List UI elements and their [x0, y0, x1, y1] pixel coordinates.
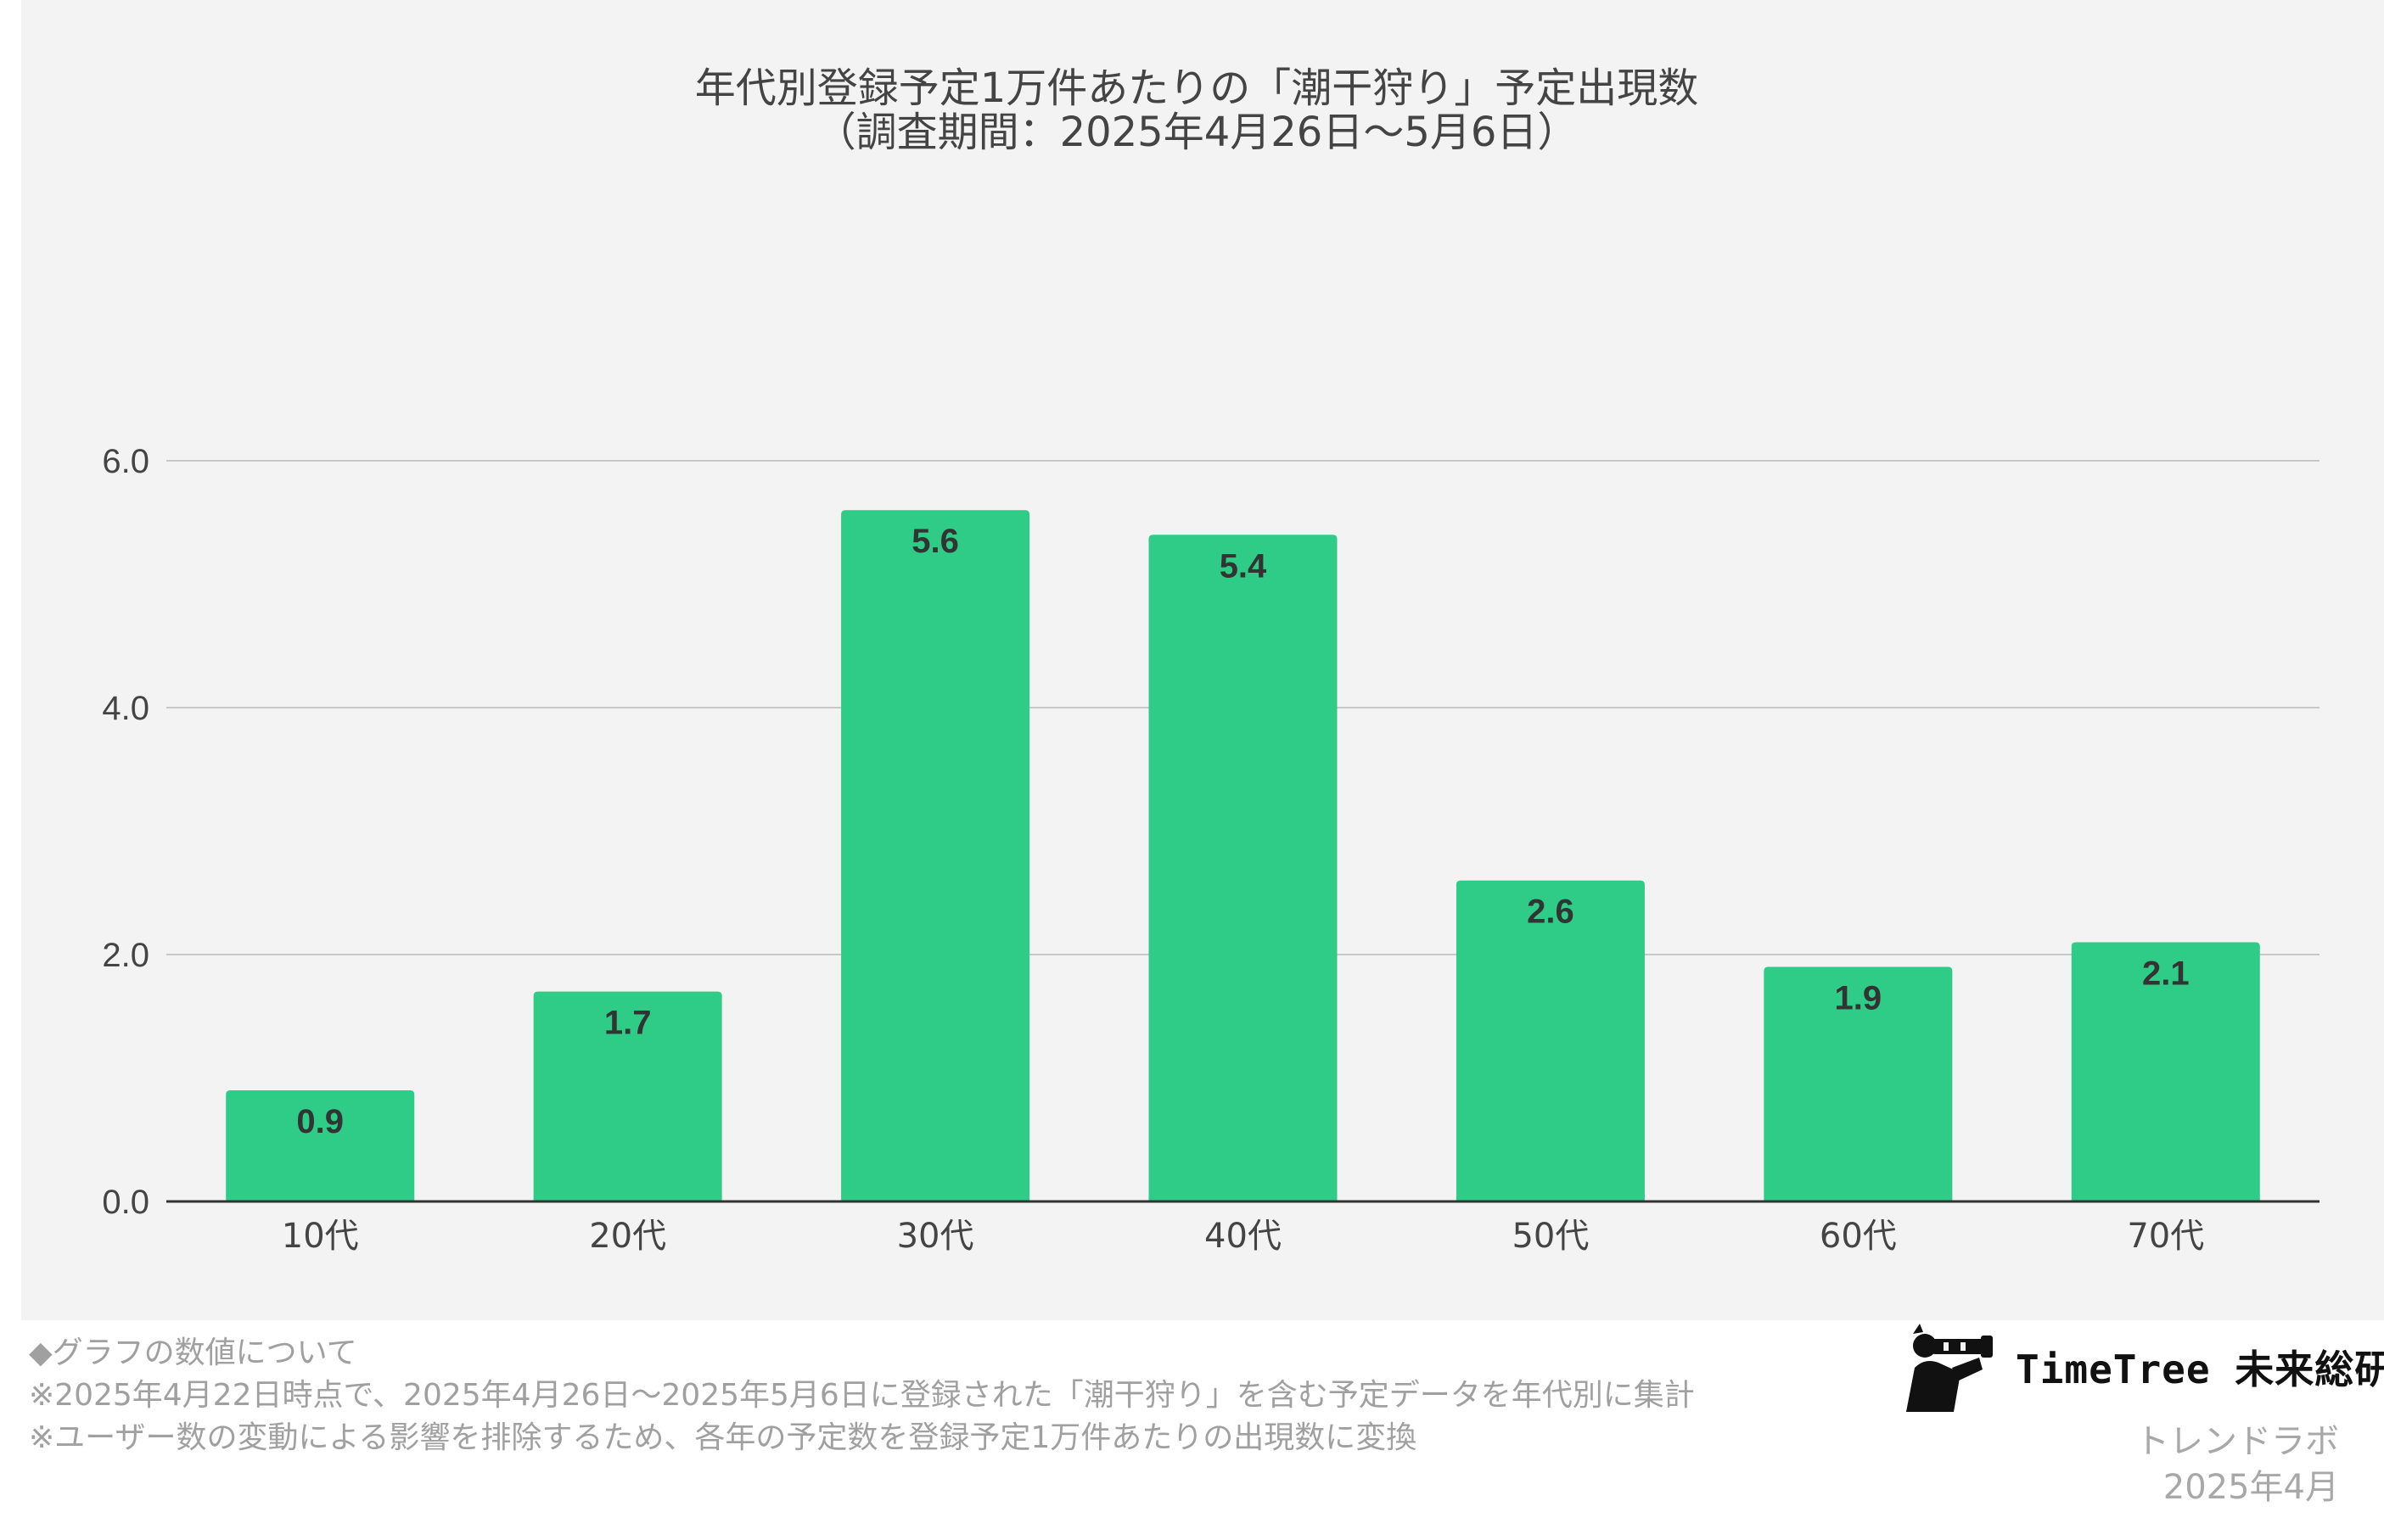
notes-line-2: ※ユーザー数の変動による影響を排除するため、各年の予定数を登録予定1万件あたりの… [29, 1420, 1417, 1455]
x-category-label: 40代 [1204, 1217, 1282, 1256]
x-category-label: 20代 [589, 1217, 666, 1256]
chart-subtitle: （調査期間：2025年4月26日～5月6日） [816, 109, 1579, 156]
bar-data-label: 5.4 [1220, 547, 1267, 585]
bar [226, 1090, 415, 1201]
bar [1764, 966, 1953, 1201]
data-labels: 0.9 1.7 5.6 5.4 2.6 1.9 2.1 [296, 523, 2189, 1140]
brand-date: 2025年4月 [2162, 1468, 2339, 1507]
bar [841, 510, 1030, 1201]
bar-data-label: 2.6 [1527, 893, 1574, 931]
x-category-label: 60代 [1820, 1217, 1897, 1256]
x-category-label: 50代 [1512, 1217, 1589, 1256]
x-category-label: 10代 [282, 1217, 359, 1256]
notes-heading: ◆グラフの数値について [29, 1336, 357, 1370]
brand-block: TimeTree 未来総研 トレンドラボ 2025年4月 [1901, 1320, 2384, 1532]
bar [2071, 942, 2260, 1201]
x-axis-categories: 10代 20代 30代 40代 50代 60代 70代 [282, 1217, 2204, 1256]
notes-line-1: ※2025年4月22日時点で、2025年4月26日～2025年5月6日に登録され… [29, 1378, 1695, 1413]
y-axis-ticks: 0.0 2.0 4.0 6.0 [102, 443, 149, 1221]
bar [1456, 880, 1645, 1201]
x-category-label: 70代 [2127, 1217, 2204, 1256]
bar-data-label: 1.7 [604, 1005, 652, 1042]
chart-notes: ◆グラフの数値について ※2025年4月22日時点で、2025年4月26日～20… [29, 1332, 1695, 1459]
bar [533, 991, 722, 1201]
y-tick-label: 4.0 [102, 690, 149, 727]
bar-data-label: 0.9 [296, 1103, 344, 1140]
brand-name: TimeTree 未来総研 [2016, 1347, 2384, 1392]
bar [1148, 535, 1338, 1201]
y-tick-label: 2.0 [102, 937, 149, 974]
bar-data-label: 1.9 [1835, 980, 1882, 1017]
brand-subtitle: トレンドラボ [2135, 1422, 2339, 1461]
chart-title: 年代別登録予定1万件あたりの「潮干狩り」予定出現数 [695, 64, 1699, 112]
bar-data-label: 2.1 [2142, 955, 2190, 992]
bar-data-label: 5.6 [912, 523, 959, 560]
y-tick-label: 0.0 [102, 1184, 149, 1221]
y-tick-label: 6.0 [102, 443, 149, 480]
bars [226, 510, 2260, 1201]
binoculars-person-icon [1906, 1324, 1993, 1412]
x-category-label: 30代 [897, 1217, 974, 1256]
bar-chart: 年代別登録予定1万件あたりの「潮干狩り」予定出現数 （調査期間：2025年4月2… [102, 64, 2319, 1256]
